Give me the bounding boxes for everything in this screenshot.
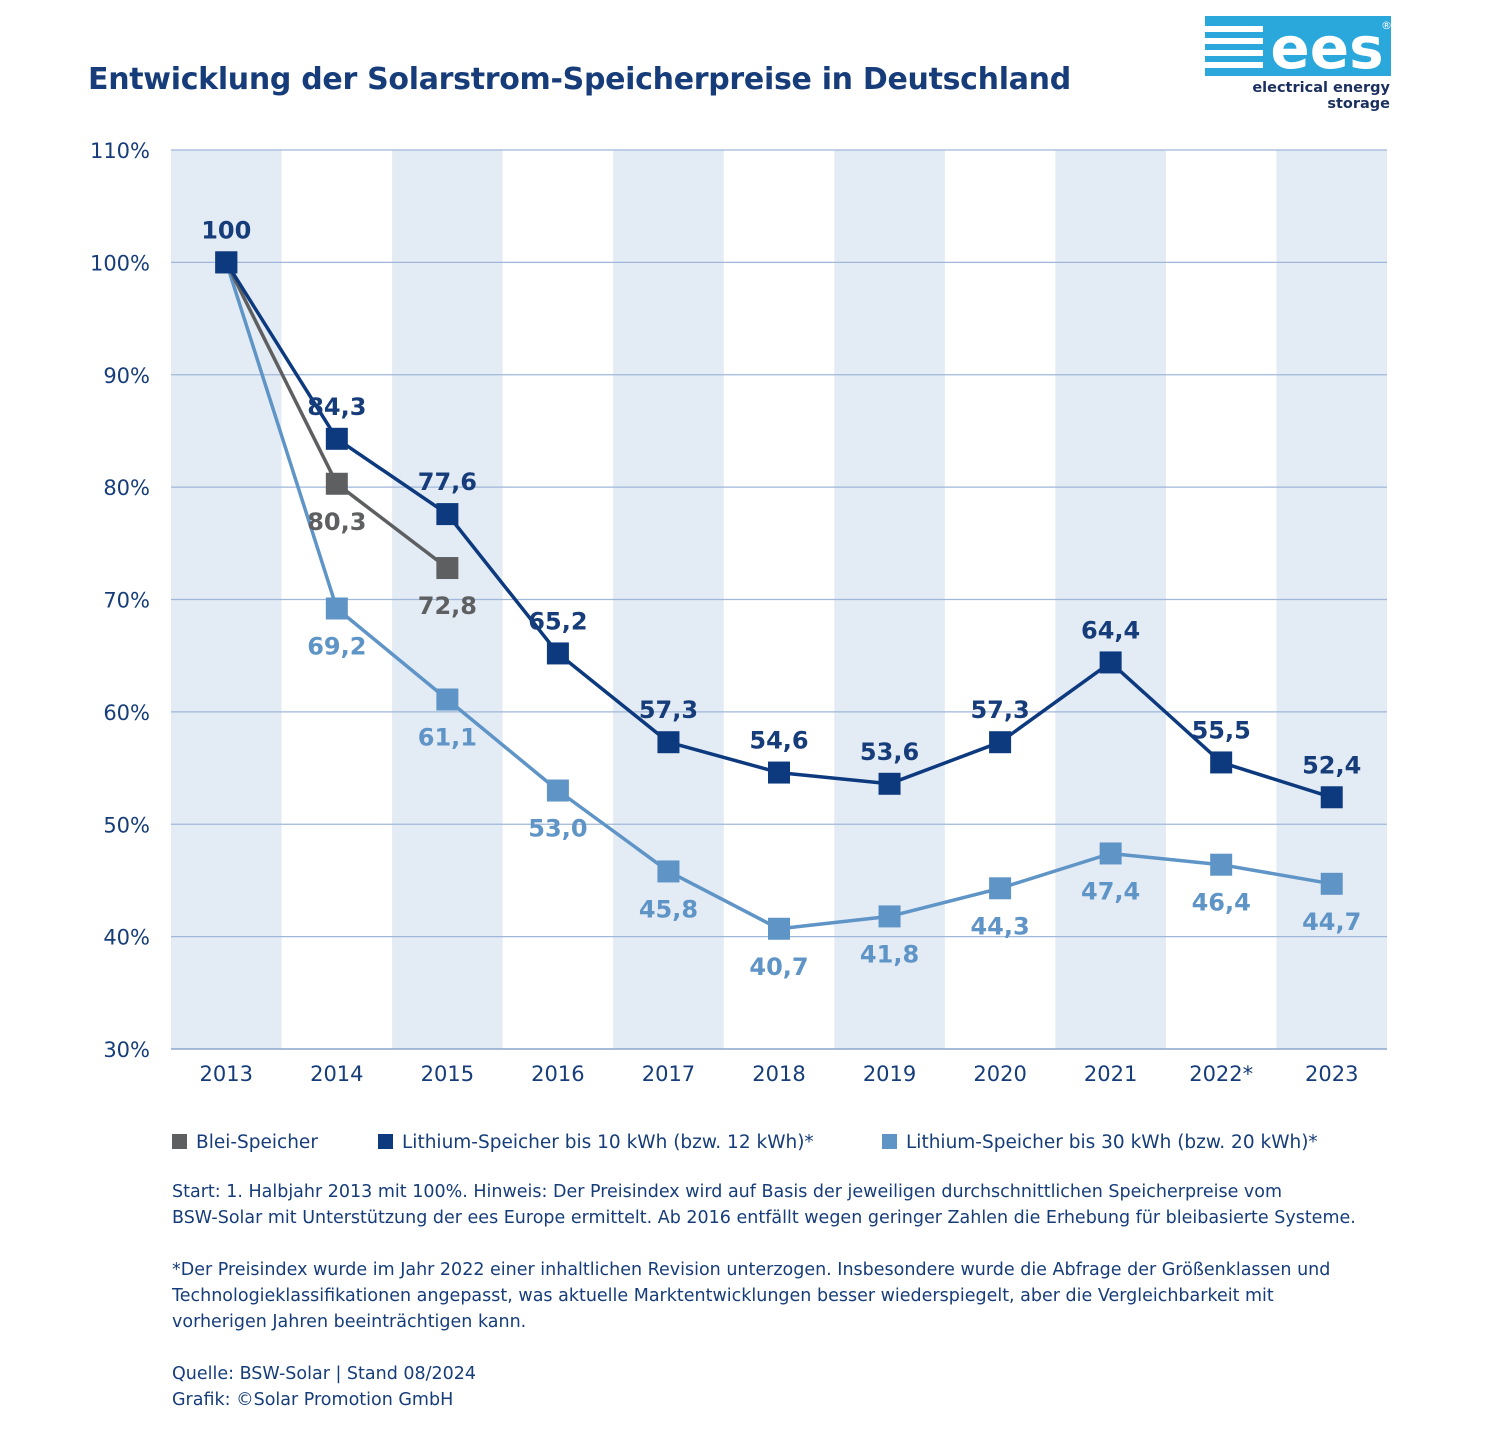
x-tick-label: 2018 (752, 1062, 805, 1086)
data-point (436, 688, 459, 711)
data-point (1320, 872, 1343, 895)
logo-caption: electrical energy storage (1252, 80, 1390, 112)
data-label: 72,8 (418, 592, 477, 620)
data-label: 52,4 (1302, 751, 1361, 779)
x-tick-label: 2019 (863, 1062, 916, 1086)
x-tick-label: 2013 (200, 1062, 253, 1086)
legend-item-blei: Blei-Speicher (172, 1132, 318, 1153)
y-tick-label: 60% (103, 701, 150, 725)
note-line: BSW-Solar mit Unterstützung der ees Euro… (172, 1208, 1356, 1228)
data-label: 44,7 (1302, 908, 1361, 936)
y-tick-label: 70% (103, 589, 150, 613)
y-axis: 30% 40% 50% 60% 70% 80% 90% 100% 110% (90, 139, 150, 1062)
data-point (1210, 853, 1233, 876)
data-label: 46,4 (1192, 889, 1251, 917)
data-label: 45,8 (639, 895, 698, 923)
y-tick-label: 100% (90, 251, 150, 275)
data-point (768, 761, 790, 784)
y-tick-label: 110% (90, 139, 150, 163)
legend-label-blei: Blei-Speicher (196, 1132, 318, 1153)
data-label: 53,6 (860, 738, 919, 766)
data-point (1210, 751, 1233, 774)
data-point (1320, 786, 1343, 809)
data-label: 55,5 (1192, 716, 1251, 744)
data-label: 54,6 (749, 727, 808, 755)
x-tick-label: 2015 (421, 1062, 474, 1086)
note-line: Technologieklassifikationen angepasst, w… (172, 1286, 1274, 1306)
x-tick-label: 2022* (1189, 1062, 1253, 1086)
source-note: Quelle: BSW-Solar | Stand 08/2024 (172, 1364, 477, 1384)
x-tick-label: 2021 (1084, 1062, 1137, 1086)
x-tick-label: 2014 (310, 1062, 363, 1086)
ees-logo: ees ® (1205, 16, 1391, 82)
legend-item-lithium-30: Lithium-Speicher bis 30 kWh (bzw. 20 kWh… (882, 1132, 1318, 1153)
note-line: *Der Preisindex wurde im Jahr 2022 einer… (172, 1260, 1331, 1280)
data-point (878, 772, 901, 795)
note-line: vorherigen Jahren beeinträchtigen kann. (172, 1312, 527, 1332)
y-tick-label: 50% (103, 813, 150, 837)
x-tick-label: 2020 (973, 1062, 1026, 1086)
data-point (546, 779, 569, 802)
footnotes: Start: 1. Halbjahr 2013 mit 100%. Hinwei… (172, 1179, 1452, 1413)
data-label: 61,1 (418, 724, 477, 752)
data-label: 65,2 (528, 607, 587, 635)
y-tick-label: 80% (103, 476, 150, 500)
data-label: 77,6 (418, 468, 477, 496)
credit-note: Grafik: ©Solar Promotion GmbH (172, 1390, 454, 1410)
data-point (546, 642, 569, 665)
data-label: 100 (201, 216, 251, 244)
data-point (657, 731, 680, 754)
data-point (989, 877, 1012, 900)
chart-title: Entwicklung der Solarstrom-Speicherpreis… (88, 62, 1071, 97)
data-point (657, 860, 680, 883)
data-label: 84,3 (307, 393, 366, 421)
legend-swatch-lithium-30 (882, 1134, 897, 1149)
data-point (989, 731, 1012, 754)
data-point (436, 503, 459, 526)
data-label: 64,4 (1081, 616, 1140, 644)
data-point (1099, 842, 1122, 865)
data-point (215, 251, 238, 274)
data-label: 57,3 (639, 696, 698, 724)
line-chart: 30%40%50%60%70%80%90%100%110% 2013 2014 20… (90, 139, 1387, 1086)
x-tick-label: 2016 (531, 1062, 584, 1086)
data-point (325, 427, 348, 450)
legend-label-lithium-10: Lithium-Speicher bis 10 kWh (bzw. 12 kWh… (402, 1132, 814, 1153)
data-label: 53,0 (528, 815, 587, 843)
x-tick-label: 2023 (1305, 1062, 1358, 1086)
data-label: 40,7 (749, 953, 808, 981)
y-tick-label: 40% (103, 926, 150, 950)
data-labels: 69,2 61,1 53,0 45,8 40,7 41,8 44,3 47,4 46,4 44,7… (201, 216, 1361, 980)
note-line: Start: 1. Halbjahr 2013 mit 100%. Hinwei… (172, 1182, 1283, 1202)
series-group (215, 251, 1343, 940)
legend-swatch-blei (172, 1134, 187, 1149)
legend-label-lithium-30: Lithium-Speicher bis 30 kWh (bzw. 20 kWh… (906, 1132, 1318, 1153)
data-point (325, 472, 348, 495)
data-label: 69,2 (307, 632, 366, 660)
legend-swatch-lithium-10 (378, 1134, 393, 1149)
data-label: 80,3 (307, 508, 366, 536)
data-point (1099, 651, 1122, 674)
y-tick-label: 90% (103, 364, 150, 388)
x-axis: 2013 2014 2015 2016 2017 2018 2019 2020 2021 2022… (200, 1062, 1359, 1086)
data-point (325, 597, 348, 620)
logo-text: ees (1270, 16, 1383, 82)
data-point (878, 905, 901, 928)
legend-item-lithium-10: Lithium-Speicher bis 10 kWh (bzw. 12 kWh… (378, 1132, 814, 1153)
y-tick-label: 30% (103, 1038, 150, 1062)
data-label: 41,8 (860, 940, 919, 968)
logo-trademark: ® (1381, 19, 1391, 32)
x-tick-label: 2017 (642, 1062, 695, 1086)
data-label: 57,3 (970, 696, 1029, 724)
data-point (436, 557, 459, 580)
data-label: 47,4 (1081, 877, 1140, 905)
data-label: 44,3 (970, 912, 1029, 940)
data-point (768, 917, 790, 940)
